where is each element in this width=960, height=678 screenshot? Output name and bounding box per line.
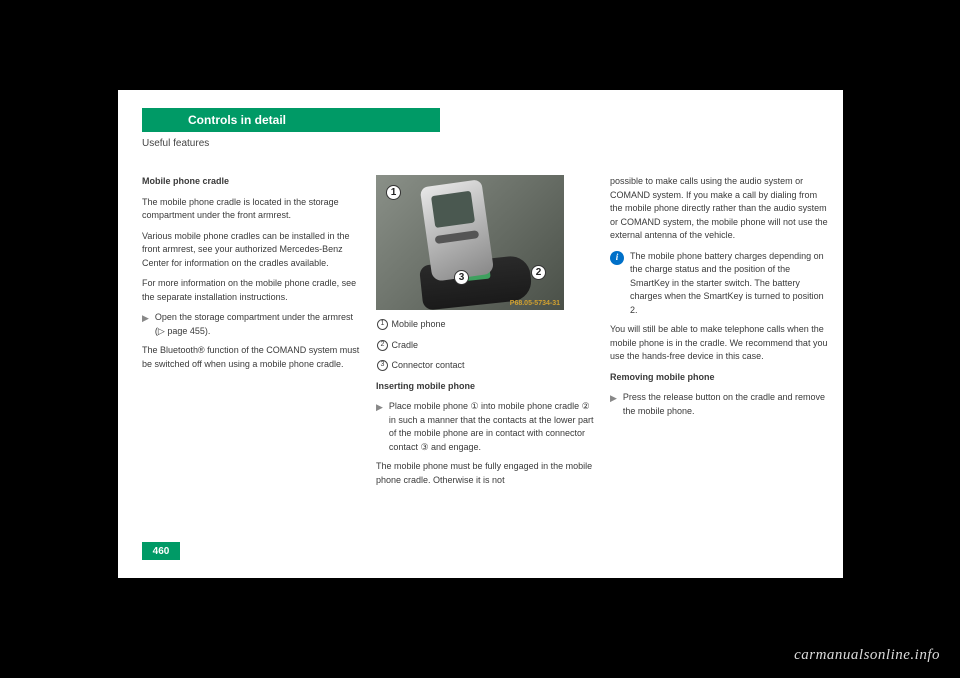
col1-para2: Various mobile phone cradles can be inst… [142, 230, 360, 271]
manual-page: Controls in detail Useful features 1 2 3… [118, 90, 843, 578]
col1-heading: Mobile phone cradle [142, 175, 360, 189]
page-number-box: 460 [142, 542, 180, 560]
page-number: 460 [153, 546, 170, 557]
watermark: carmanualsonline.info [794, 647, 940, 664]
circled-1-icon: 1 [377, 319, 388, 330]
phone-shape [420, 179, 495, 282]
col2-note: The mobile phone must be fully engaged i… [376, 460, 594, 487]
col3-step: ▶ Press the release button on the cradle… [610, 391, 828, 418]
info-block-1: i The mobile phone battery charges depen… [610, 250, 828, 318]
header-bar: Controls in detail [142, 108, 440, 132]
circled-3-icon: 3 [377, 360, 388, 371]
arrow-icon: ▶ [610, 392, 617, 406]
legend-1: 1 Mobile phone [376, 318, 594, 332]
legend-3: 3 Connector contact [376, 359, 594, 373]
phone-screen-shape [431, 191, 475, 228]
col3-info2: You will still be able to make telephone… [610, 323, 828, 364]
phone-cradle-figure: 1 2 3 P68.05-5734-31 [376, 175, 564, 310]
col1-step: ▶ Open the storage compartment under the… [142, 311, 360, 338]
legend-2: 2 Cradle [376, 339, 594, 353]
header-title: Controls in detail [188, 113, 286, 127]
col3-step-text: Press the release button on the cradle a… [623, 391, 828, 418]
column-3: possible to make calls using the audio s… [610, 175, 828, 424]
arrow-icon: ▶ [376, 401, 383, 415]
info-icon: i [610, 251, 624, 265]
column-1: Mobile phone cradle The mobile phone cra… [142, 175, 360, 378]
col2-step: ▶ Place mobile phone ① into mobile phone… [376, 400, 594, 454]
header-subtitle: Useful features [142, 138, 209, 149]
col2-step1: Place mobile phone ① into mobile phone c… [389, 400, 594, 454]
col3-heading2: Removing mobile phone [610, 371, 828, 385]
col2-heading: Inserting mobile phone [376, 380, 594, 394]
col1-para4: Open the storage compartment under the a… [155, 311, 360, 338]
arrow-icon: ▶ [142, 312, 149, 326]
phone-hinge-shape [435, 230, 480, 244]
col3-para1: possible to make calls using the audio s… [610, 175, 828, 243]
col1-para1: The mobile phone cradle is located in th… [142, 196, 360, 223]
column-2: 1 Mobile phone 2 Cradle 3 Connector cont… [376, 318, 594, 494]
figure-code: P68.05-5734-31 [510, 300, 560, 307]
circled-2-icon: 2 [377, 340, 388, 351]
callout-3: 3 [454, 270, 469, 285]
col1-para3: For more information on the mobile phone… [142, 277, 360, 304]
col3-info1: The mobile phone battery charges dependi… [630, 250, 828, 318]
col1-para5: The Bluetooth® function of the COMAND sy… [142, 344, 360, 371]
callout-1: 1 [386, 185, 401, 200]
callout-2: 2 [531, 265, 546, 280]
